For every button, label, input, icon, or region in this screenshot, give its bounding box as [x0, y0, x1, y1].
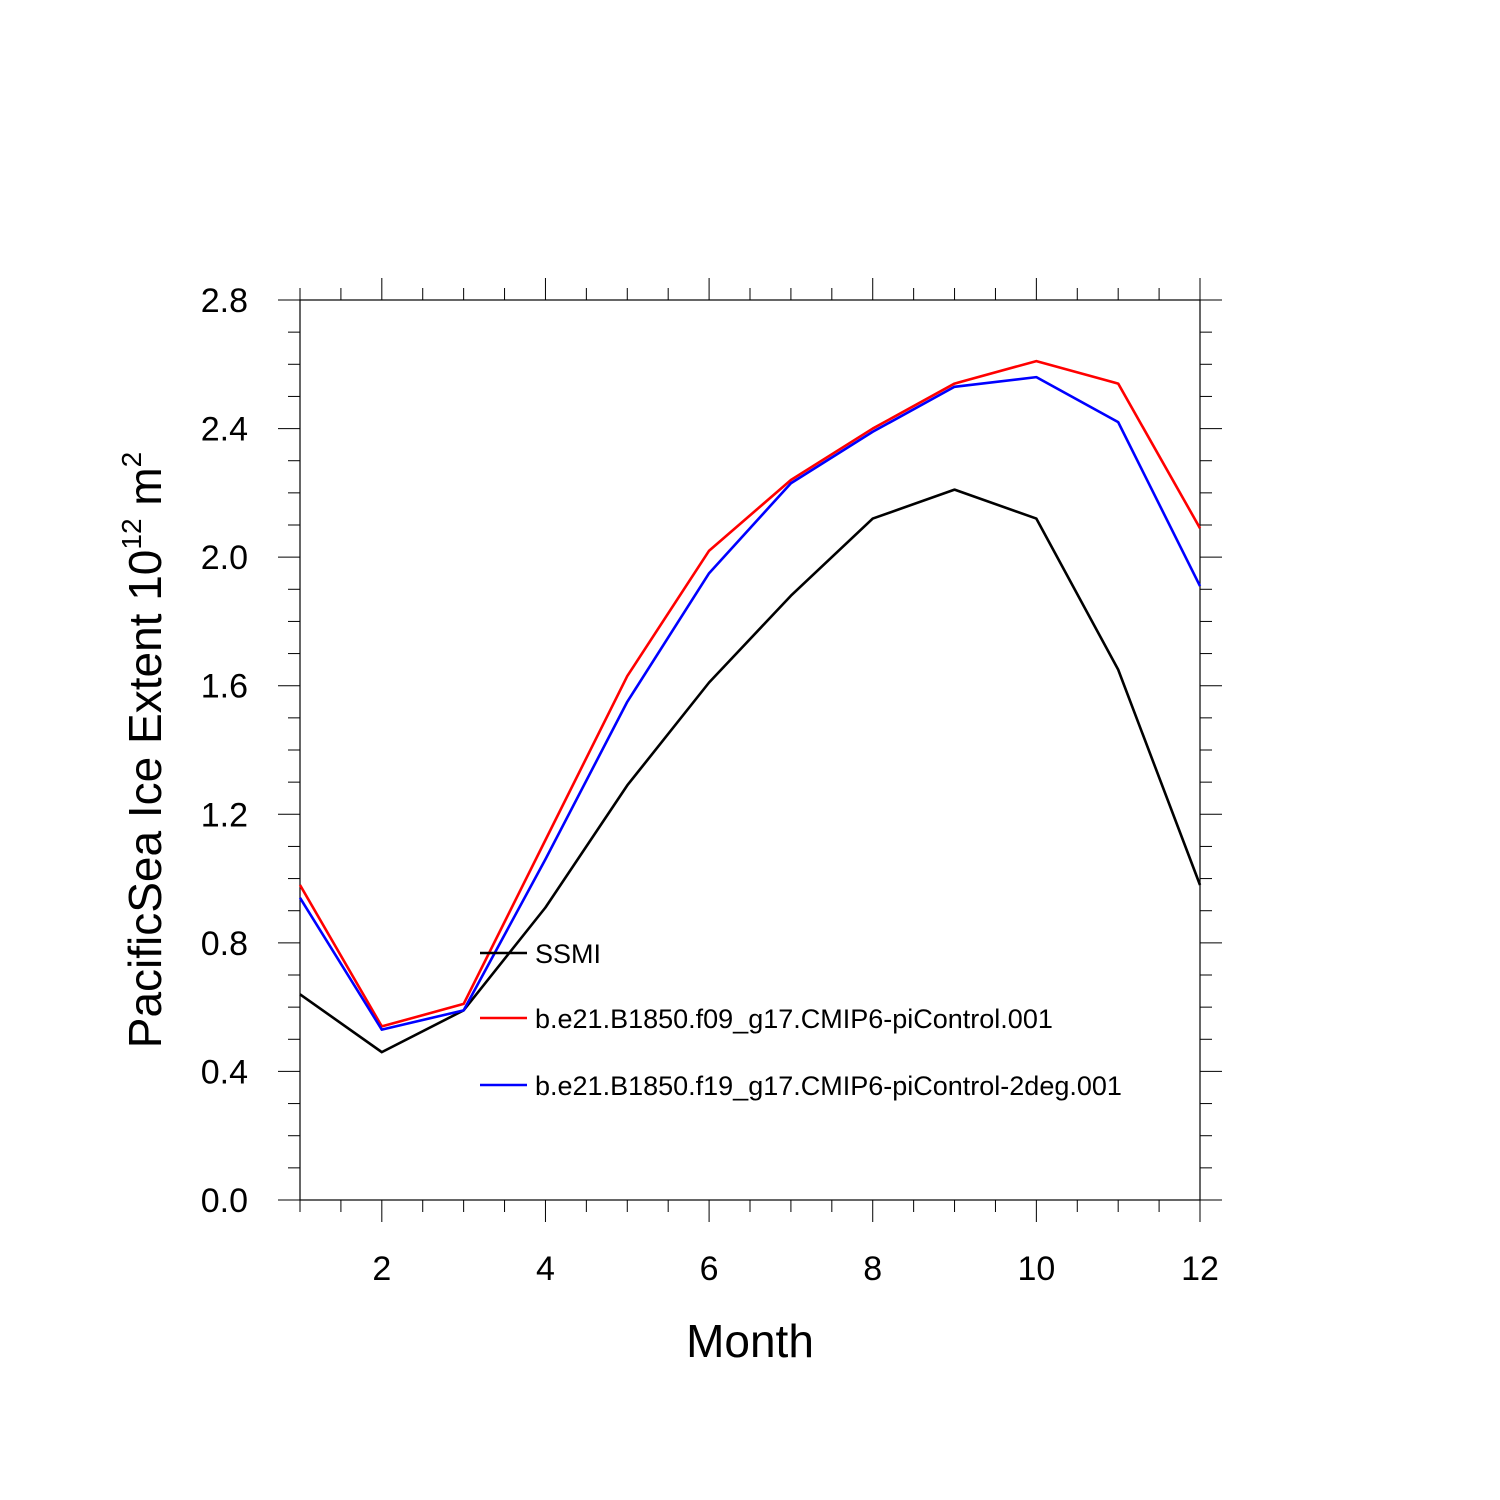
y-axis-title: PacificSea Ice Extent 1012 m2 [116, 452, 171, 1048]
legend-label-3: b.e21.B1850.f19_g17.CMIP6-piControl-2deg… [535, 1071, 1122, 1101]
x-tick-label: 8 [863, 1250, 882, 1288]
x-axis-title: Month [686, 1315, 814, 1367]
tick-labels: 2 4 6 8 10 12 0.0 0.4 0.8 1.2 1.6 2.0 2.4 2.8 [201, 282, 1219, 1288]
axis-ticks [278, 278, 1222, 1222]
series-line-1 [299, 488, 1202, 1054]
x-tick-label: 10 [1017, 1250, 1055, 1288]
y-axis-title-prefix: PacificSea Ice Extent 10 [119, 550, 171, 1049]
x-tick-label: 4 [536, 1250, 555, 1288]
y-axis-title-unit-exponent: 2 [116, 452, 147, 468]
plot-area: 2 4 6 8 10 12 0.0 0.4 0.8 1.2 1.6 2.0 2.4 2.8 [201, 278, 1222, 1288]
series-line-2 [298, 359, 1202, 1028]
y-axis-title-unit: m [119, 467, 171, 518]
x-tick-label: 2 [372, 1250, 391, 1288]
plot-frame [299, 299, 1201, 1201]
y-tick-label: 2.8 [201, 282, 248, 320]
x-tick-label: 12 [1181, 1250, 1219, 1288]
legend: SSMI b.e21.B1850.f09_g17.CMIP6-piControl.… [480, 939, 1122, 1101]
x-tick-label: 6 [700, 1250, 719, 1288]
y-axis-title-exponent: 12 [116, 518, 147, 549]
y-tick-label: 1.6 [201, 668, 248, 706]
series-layer [298, 359, 1202, 1054]
y-tick-label: 2.0 [201, 539, 248, 577]
series-line-3 [298, 375, 1202, 1031]
legend-label-2: b.e21.B1850.f09_g17.CMIP6-piControl.001 [535, 1004, 1053, 1034]
legend-label-1: SSMI [535, 939, 601, 969]
y-tick-label: 0.0 [201, 1182, 248, 1220]
y-tick-label: 1.2 [201, 796, 248, 834]
y-tick-label: 0.8 [201, 925, 248, 963]
y-tick-label: 2.4 [201, 411, 248, 449]
axes-labels: Month PacificSea Ice Extent 1012 m2 [116, 452, 814, 1367]
y-tick-label: 0.4 [201, 1053, 248, 1091]
